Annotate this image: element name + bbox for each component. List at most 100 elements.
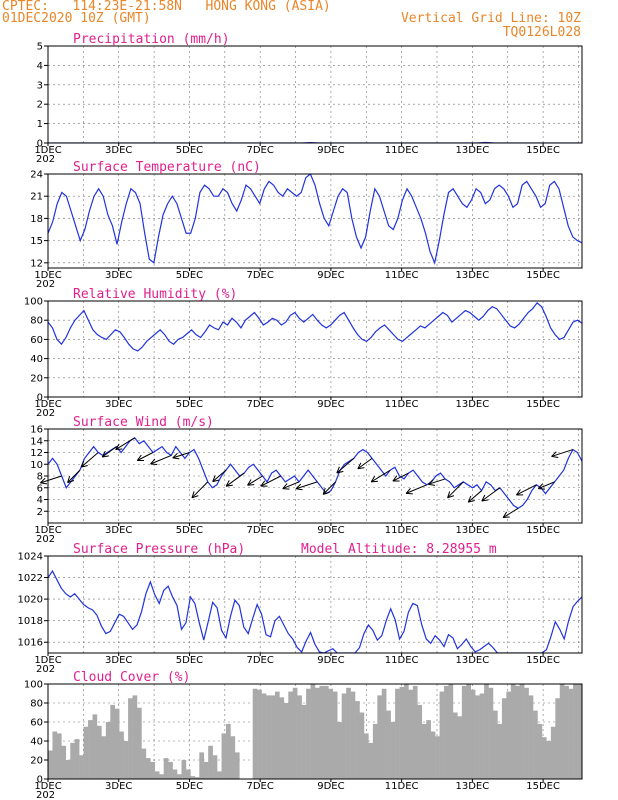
cloud-bar [92,714,98,779]
cloud-bar [372,723,378,779]
header-station: CPTEC: 114:23E-21:58N HONG KONG (ASIA) [2,0,331,14]
wind-arrow-head [392,475,398,482]
wind-arrow [80,452,99,468]
wind-arrow-head [322,487,326,495]
x-tick-label: 11DEC [385,399,419,410]
cloud-bar [150,761,156,779]
panel-annotation: Model Altitude: 8.28955 m [301,542,497,557]
cloud-bar [319,685,325,779]
x-tick-label: 13DEC [456,525,490,536]
y-tick-label: 24 [30,170,43,181]
year-label: 202 [36,279,55,290]
wind-arrow [101,446,117,458]
year-label: 202 [36,664,55,675]
cloud-bar [390,722,396,779]
cloud-bar [181,760,187,779]
wind-arrow-head [405,487,411,494]
wind-arrow [137,452,154,461]
cloud-bar [61,745,67,779]
y-tick-label: 1016 [18,638,43,649]
cloud-bar [501,698,507,779]
y-tick-label: 0 [37,775,43,786]
cloud-bar [212,755,218,779]
cloud-bar [417,704,423,779]
cloud-bar [306,688,311,779]
cloud-bar [363,733,369,779]
panel-title: Surface Pressure (hPa) [73,542,245,557]
cloud-bar [185,769,191,779]
cloud-bar [230,736,236,779]
y-tick-label: 0 [37,139,43,150]
y-tick-label: 60 [30,718,43,729]
cloud-bar [381,688,387,779]
cloud-bar [448,684,454,779]
cloud-bar [288,691,293,779]
wind-arrow-head [247,484,255,486]
x-tick-label: 13DEC [456,655,490,666]
wind-arrow-head [40,477,46,484]
header-run-time: 01DEC2020 10Z (GMT) [2,11,151,26]
wind-arrow [370,469,391,483]
cloud-bar [519,684,525,779]
x-tick-label: 15DEC [526,525,560,536]
wind-arrow-head [172,457,180,460]
cloud-bar [546,741,552,779]
x-tick-label: 5DEC [176,270,203,281]
series-group [48,569,582,653]
y-tick-label: 1 [37,119,43,130]
cloud-bar [564,685,569,779]
cloud-bar [479,693,485,779]
y-tick-label: 100 [24,680,43,691]
wind-arrow [40,475,62,484]
wind-arrow [225,472,245,487]
cloud-bar [328,688,334,779]
cloud-bar [515,685,520,779]
x-tick-label: 3DEC [105,525,132,536]
cloud-bar [168,761,173,779]
cloud-bar [568,688,574,779]
y-tick-label: 1020 [18,595,43,606]
y-tick-label: 0 [37,393,43,404]
cloud-bar [297,695,302,779]
cloud-bar [199,752,204,779]
wind-arrow-head [357,467,365,470]
cloud-bar [412,685,418,779]
cloud-bar [177,774,182,779]
cloud-bar [493,710,498,779]
wind-arrow [516,484,537,496]
wind-arrow [115,437,135,450]
cloud-bar [475,695,480,779]
cloud-bar [79,755,84,779]
cloud-bar [283,703,289,779]
series-line [48,302,582,352]
series-line [48,569,582,653]
cloud-bar [421,723,427,779]
cloud-bar [435,736,440,779]
y-tick-label: 21 [30,192,43,203]
x-tick-label: 7DEC [246,781,273,792]
cloud-bar [234,752,240,779]
y-tick-label: 20 [30,373,43,384]
wind-arrow [67,469,81,483]
wind-arrow-head [101,450,106,458]
cloud-bar [350,691,356,779]
x-tick-label: 15DEC [526,781,560,792]
wind-arrow [467,490,482,503]
x-tick-label: 5DEC [176,399,203,410]
wind-arrow-head [226,484,233,487]
wind-arrow-head [295,488,303,491]
cloud-bar [510,684,516,779]
wind-arrow-head [191,491,195,498]
y-tick-label: 1024 [18,552,43,563]
wind-arrow-head [336,466,340,474]
series-line [48,437,582,510]
x-tick-label: 3DEC [105,781,132,792]
wind-arrow-head [516,489,521,496]
wind-arrow-head [447,491,451,498]
cloud-bar [101,736,107,779]
wind-arrow-head [447,495,455,499]
y-tick-label: 100 [24,297,43,308]
wind-arrow-head [67,480,75,484]
x-tick-label: 3DEC [105,145,132,156]
